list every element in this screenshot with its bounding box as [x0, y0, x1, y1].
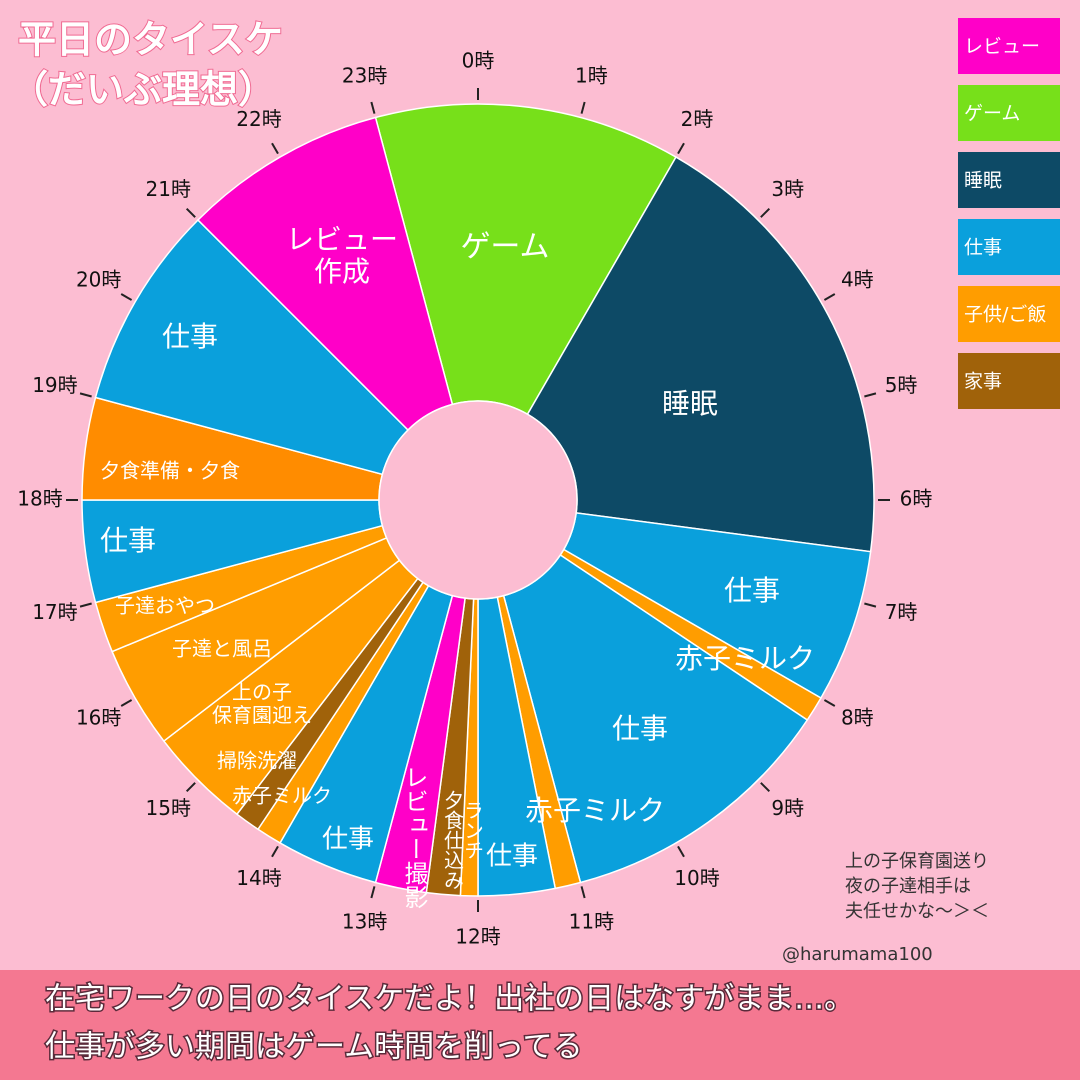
donut-hole — [378, 400, 578, 600]
tick-mark — [677, 142, 685, 155]
tick-mark — [864, 392, 877, 398]
hour-label: 6時 — [900, 487, 933, 511]
tick-mark — [271, 845, 279, 858]
segment-label: ランチ — [461, 800, 485, 860]
segment-label: 仕事 — [486, 842, 538, 872]
legend-swatch — [958, 219, 1060, 275]
legend-label: 家事 — [964, 371, 1002, 393]
hour-label: 18時 — [17, 487, 62, 511]
tick-mark — [864, 602, 877, 608]
legend-swatch — [958, 18, 1060, 74]
hour-label: 14時 — [236, 866, 281, 890]
hour-label: 9時 — [771, 796, 804, 820]
hour-label: 15時 — [146, 796, 191, 820]
annotation: 上の子保育園送り — [845, 851, 989, 872]
legend-label: 睡眠 — [964, 170, 1002, 192]
chart-title: 平日のタイスケ — [18, 18, 283, 62]
hour-label: 1時 — [575, 63, 608, 87]
hour-label: 11時 — [569, 910, 614, 934]
segment-label: 夕食仕込み — [441, 790, 465, 890]
tick-mark — [370, 886, 376, 899]
segment-label: 仕事 — [322, 825, 374, 855]
hour-label: 0時 — [462, 49, 495, 73]
hour-label: 3時 — [771, 177, 804, 201]
segment-label: レビュー撮影 — [400, 765, 428, 909]
hour-label: 19時 — [32, 373, 77, 397]
footer-text: 仕事が多い期間はゲーム時間を削ってる — [45, 1030, 583, 1065]
tick-mark — [185, 207, 196, 218]
tick-mark — [185, 782, 196, 793]
segment-label: 赤子ミルク — [525, 794, 665, 827]
segment-label: 上の子 — [232, 680, 292, 704]
hour-label: 22時 — [236, 107, 281, 131]
legend-label: レビュー — [964, 36, 1040, 58]
tick-mark — [823, 699, 836, 707]
segment-label: 赤子ミルク — [675, 642, 815, 675]
segment-label: 仕事 — [100, 524, 156, 557]
legend-swatch — [958, 152, 1060, 208]
hour-label: 7時 — [885, 600, 918, 624]
segment-label: 子達おやつ — [115, 594, 215, 618]
hour-label: 4時 — [841, 268, 874, 292]
hour-label: 16時 — [76, 706, 121, 730]
segment-label: 仕事 — [612, 712, 668, 745]
hour-label: 20時 — [76, 268, 121, 292]
hour-label: 5時 — [885, 373, 918, 397]
legend-label: ゲーム — [964, 103, 1020, 125]
hour-label: 8時 — [841, 706, 874, 730]
tick-mark — [370, 101, 376, 114]
segment-label: 睡眠 — [662, 387, 718, 420]
segment-label: 仕事 — [162, 320, 218, 353]
hour-label: 13時 — [342, 910, 387, 934]
tick-mark — [79, 602, 92, 608]
footer-text: 在宅ワークの日のタイスケだよ！出社の日はなすがまま…。 — [45, 982, 854, 1017]
segment-label: 赤子ミルク — [232, 784, 332, 808]
segment-label: レビュー — [286, 223, 398, 256]
hour-label: 21時 — [146, 177, 191, 201]
footer-band — [0, 970, 1080, 1080]
legend-swatch — [958, 286, 1060, 342]
annotation: 夫任せかな〜＞＜ — [845, 901, 989, 922]
legend-label: 仕事 — [964, 237, 1002, 259]
segment-label: 掃除洗濯 — [217, 749, 297, 773]
legend-label: 子供/ご飯 — [964, 304, 1046, 326]
tick-mark — [677, 845, 685, 858]
tick-mark — [271, 142, 279, 155]
tick-mark — [120, 293, 133, 301]
legend-swatch — [958, 85, 1060, 141]
legend-swatch — [958, 353, 1060, 409]
tick-mark — [823, 293, 836, 301]
hour-label: 12時 — [455, 925, 500, 949]
segment-label: 作成 — [314, 255, 370, 288]
tick-mark — [760, 782, 771, 793]
tick-mark — [580, 101, 586, 114]
tick-mark — [580, 886, 586, 899]
tick-mark — [120, 699, 133, 707]
hour-label: 17時 — [32, 600, 77, 624]
hour-label: 23時 — [342, 63, 387, 87]
segment-label: ゲーム — [460, 230, 549, 265]
credit: @harumama100 — [782, 944, 933, 965]
tick-mark — [79, 392, 92, 398]
chart-subtitle: （だいぶ理想） — [10, 68, 276, 112]
hour-label: 2時 — [681, 107, 714, 131]
hour-label: 10時 — [674, 866, 719, 890]
annotation: 夜の子達相手は — [845, 876, 971, 897]
tick-mark — [760, 207, 771, 218]
segment-label: 夕食準備・夕食 — [100, 459, 240, 483]
segment-label: 仕事 — [724, 574, 780, 607]
segment-label: 保育園迎え — [212, 703, 312, 727]
segment-label: 子達と風呂 — [172, 637, 272, 661]
